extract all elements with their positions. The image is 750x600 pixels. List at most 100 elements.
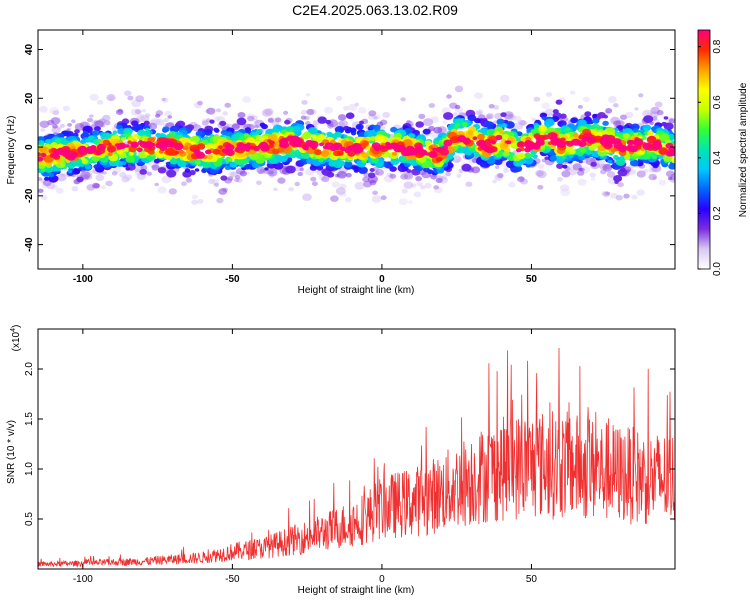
spectrogram-cell xyxy=(141,108,146,113)
spectrogram-cell xyxy=(336,171,347,179)
spectrogram-cell xyxy=(255,134,263,140)
spectrogram-cell xyxy=(80,139,87,145)
spectrogram-cell xyxy=(613,175,623,182)
spectrogram-cell xyxy=(497,173,504,178)
snr-plot: -100 -50 0 50 0.5 1.0 1.5 2.0 Height of straig… xyxy=(6,325,676,596)
spectrogram-cell xyxy=(220,175,228,181)
spectrogram-cell xyxy=(224,102,231,108)
spectrogram-cell xyxy=(443,139,453,147)
spectrogram-cell xyxy=(428,145,434,149)
spectrogram-cell xyxy=(545,92,553,97)
spectrogram-cell xyxy=(643,127,649,131)
spectrogram-cells xyxy=(38,85,675,206)
spectrogram-cell xyxy=(159,141,167,148)
spectrogram-cell xyxy=(610,139,616,143)
spectrogram-cell xyxy=(173,142,184,151)
spectrogram-cell xyxy=(516,141,526,148)
spectrogram-cell xyxy=(301,100,308,105)
spectrogram-cell xyxy=(589,172,596,178)
spectrogram-cell xyxy=(67,123,72,127)
spectrogram-cell xyxy=(56,173,67,182)
spectrogram-cell xyxy=(54,151,60,156)
spectrogram-cell xyxy=(501,123,508,128)
spectrogram-cell xyxy=(231,123,240,131)
spectrogram-cell xyxy=(117,128,126,135)
colorbar-label: Normalized spectral amplitude xyxy=(738,82,749,217)
snr-y-tick-label: 1.5 xyxy=(24,412,35,426)
colorbar-tick-label: 0.0 xyxy=(712,262,723,276)
spectrogram-cell xyxy=(525,163,531,168)
spectrogram-cell xyxy=(562,164,568,169)
spectrogram-cell xyxy=(214,128,220,133)
spectrogram-cell xyxy=(433,140,439,145)
spectrogram-cell xyxy=(87,117,93,123)
spectrogram-cell xyxy=(531,117,537,122)
spectrogram-cell xyxy=(456,173,462,178)
spectrogram-cell xyxy=(302,193,312,201)
spectrogram-cell xyxy=(145,127,150,132)
spectrogram-cell xyxy=(598,125,604,130)
snr-y-tick-label: 1.0 xyxy=(24,462,35,476)
spectrogram-cell xyxy=(236,117,247,126)
spectrogram-cell xyxy=(493,158,503,166)
spectrogram-cell xyxy=(633,140,639,146)
spectrogram-cell xyxy=(605,108,613,114)
spectrogram-cell xyxy=(590,177,596,181)
spectrogram-cell xyxy=(111,171,118,176)
spectrogram-cell xyxy=(577,178,587,186)
spectrogram-cell xyxy=(372,190,378,195)
spectrogram-cell xyxy=(174,151,180,155)
spectrogram-cell xyxy=(197,100,203,106)
spectrogram-cell xyxy=(602,163,613,172)
spectrogram-cell xyxy=(121,137,126,141)
spectrogram-cell xyxy=(71,119,76,123)
spectrogram-cell xyxy=(371,195,382,203)
spectrogram-cell xyxy=(337,150,344,156)
spectrogram-cell xyxy=(143,120,150,126)
spectrogram-cell xyxy=(485,146,495,154)
spectrogram-cell xyxy=(38,177,43,181)
spectrogram-cell xyxy=(124,90,132,96)
spectrogram-cell xyxy=(314,149,322,156)
spectrogram-cell xyxy=(503,168,509,173)
spectrogram-cell xyxy=(135,95,145,103)
spectrogram-cell xyxy=(561,170,571,178)
spectrogram-cell xyxy=(602,130,609,135)
spectrogram-cell xyxy=(524,152,531,157)
spectrogram-cell xyxy=(428,103,435,108)
spectrogram-cell xyxy=(401,188,408,194)
spectrogram-cell xyxy=(321,176,330,183)
spectrogram-cell xyxy=(418,113,426,120)
spectrogram-cell xyxy=(652,142,663,150)
spectrogram-cell xyxy=(194,168,200,172)
spectrogram-cell xyxy=(178,149,184,154)
spectrogram-cell xyxy=(569,149,576,155)
spectrogram-cell xyxy=(334,126,345,134)
spectrogram-cell xyxy=(423,167,430,173)
spectrogram-cell xyxy=(105,180,113,187)
spectrogram-cell xyxy=(629,159,639,167)
spectrogram-cell xyxy=(190,135,200,143)
spectrogram-cell xyxy=(106,133,111,137)
spectrogram-cell xyxy=(390,158,400,166)
spectrogram-cell xyxy=(52,124,58,129)
spectrogram-plot: -100 -50 0 50 -40 -20 0 20 40 Height of straigh… xyxy=(6,29,676,296)
spectrogram-cell xyxy=(450,136,460,144)
spectrogram-cell xyxy=(96,143,106,151)
spectrogram-cell xyxy=(654,101,663,108)
spectrogram-cell xyxy=(561,155,567,160)
spectrogram-cell xyxy=(312,159,321,167)
spectrogram-cell xyxy=(500,94,510,103)
spectrogram-cell xyxy=(121,176,130,183)
spectrogram-cell xyxy=(415,176,422,182)
spectrogram-cell xyxy=(544,156,549,160)
spectrogram-cell xyxy=(557,177,564,182)
spectrogram-cell xyxy=(144,113,151,118)
spectrogram-cell xyxy=(85,146,96,155)
spectrogram-cell xyxy=(658,179,667,186)
spectrogram-cell xyxy=(554,139,563,146)
spectrogram-cell xyxy=(40,195,48,201)
spectrogram-cell xyxy=(132,134,138,139)
spectrogram-cell xyxy=(435,146,443,153)
spectrogram-cell xyxy=(620,114,627,120)
